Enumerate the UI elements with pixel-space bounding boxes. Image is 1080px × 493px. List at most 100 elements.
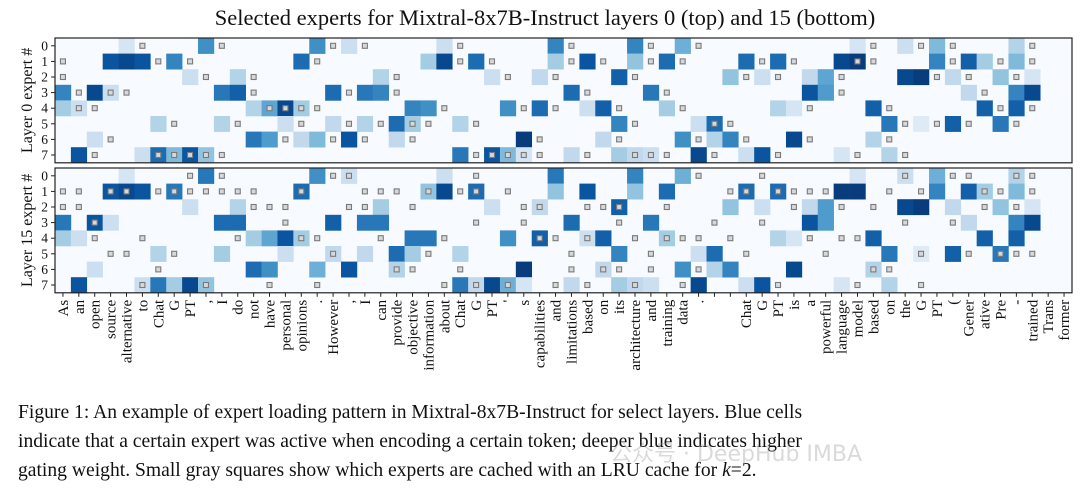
token-label: and bbox=[549, 299, 565, 321]
cache-marker bbox=[949, 58, 956, 65]
token-label: objective bbox=[406, 299, 422, 354]
active-expert-cell bbox=[452, 116, 469, 132]
active-expert-cell bbox=[341, 38, 358, 54]
active-expert-cell bbox=[182, 277, 199, 294]
cache-marker bbox=[473, 219, 480, 226]
active-expert-cell bbox=[134, 183, 151, 200]
active-expert-cell bbox=[420, 53, 437, 70]
active-expert-cell bbox=[261, 261, 278, 278]
token-label: do bbox=[231, 300, 247, 315]
cache-marker bbox=[107, 89, 114, 96]
y-tick-label: 2 bbox=[41, 70, 48, 85]
active-expert-cell bbox=[356, 84, 374, 101]
cache-marker bbox=[59, 188, 67, 195]
active-expert-cell bbox=[261, 131, 278, 148]
cache-marker bbox=[107, 136, 114, 143]
active-expert-cell bbox=[55, 230, 72, 247]
cache-marker bbox=[806, 235, 813, 242]
cache-marker bbox=[298, 120, 305, 127]
cache-marker bbox=[250, 203, 257, 211]
cache-marker bbox=[425, 188, 432, 195]
cache-marker bbox=[266, 203, 273, 211]
cache-marker bbox=[806, 188, 813, 195]
cache-marker bbox=[107, 250, 114, 257]
cache-marker bbox=[298, 105, 305, 112]
cache-marker bbox=[727, 188, 734, 195]
token-label: G bbox=[469, 300, 485, 311]
active-expert-cell bbox=[245, 230, 262, 247]
cache-marker bbox=[234, 188, 241, 195]
active-expert-cell bbox=[849, 168, 866, 184]
cache-marker bbox=[75, 89, 82, 96]
token-label: , bbox=[342, 300, 358, 304]
cache-marker bbox=[902, 151, 909, 159]
active-expert-cell bbox=[118, 53, 135, 70]
active-expert-cell bbox=[960, 214, 977, 231]
active-expert-cell bbox=[1008, 183, 1025, 200]
token-label: based bbox=[866, 299, 882, 334]
cache-marker bbox=[155, 151, 162, 159]
active-expert-cell bbox=[436, 38, 453, 54]
active-expert-cell bbox=[1024, 69, 1041, 86]
active-expert-cell bbox=[897, 69, 914, 86]
cache-marker bbox=[393, 266, 400, 273]
cache-marker bbox=[59, 73, 67, 81]
active-expert-cell bbox=[611, 147, 628, 164]
active-expert-cell bbox=[770, 230, 787, 247]
token-label: PT bbox=[930, 300, 946, 318]
active-expert-cell bbox=[55, 214, 72, 231]
panel-frame bbox=[54, 37, 1073, 164]
cache-marker bbox=[1029, 42, 1036, 49]
active-expert-cell bbox=[944, 199, 962, 216]
cache-marker bbox=[330, 42, 337, 49]
active-expert-cell bbox=[833, 147, 850, 164]
cache-marker bbox=[949, 172, 956, 179]
active-expert-cell bbox=[309, 168, 326, 184]
token-label: on bbox=[596, 299, 612, 315]
token-label: can bbox=[374, 299, 390, 320]
cache-marker bbox=[139, 281, 146, 289]
active-expert-cell bbox=[325, 84, 342, 101]
cache-marker bbox=[917, 188, 925, 195]
active-expert-cell bbox=[770, 100, 787, 117]
cache-marker bbox=[886, 188, 893, 195]
active-expert-cell bbox=[420, 100, 437, 117]
caption-line-3: gating weight. Small gray squares show w… bbox=[18, 456, 1080, 485]
caption-line-2: indicate that a certain expert was activ… bbox=[18, 431, 802, 452]
active-expert-cell bbox=[801, 84, 819, 101]
active-expert-cell bbox=[642, 277, 660, 294]
active-expert-cell bbox=[372, 69, 389, 86]
cache-marker bbox=[759, 219, 766, 226]
token-label: PT bbox=[485, 300, 501, 318]
y-tick-label: 3 bbox=[41, 215, 48, 230]
active-expert-cell bbox=[277, 116, 294, 132]
active-expert-cell bbox=[579, 183, 596, 200]
active-expert-cell bbox=[928, 53, 946, 70]
cache-marker bbox=[695, 172, 702, 179]
active-expert-cell bbox=[976, 230, 993, 247]
active-expert-cell bbox=[531, 69, 548, 86]
active-expert-cell bbox=[722, 69, 739, 86]
active-expert-cell bbox=[849, 183, 866, 200]
cache-marker bbox=[250, 73, 257, 81]
active-expert-cell bbox=[595, 230, 612, 247]
cache-marker bbox=[679, 58, 686, 65]
active-expert-cell bbox=[1024, 199, 1041, 216]
cache-marker bbox=[1029, 188, 1036, 195]
cache-marker bbox=[488, 58, 496, 65]
cache-marker bbox=[123, 89, 130, 96]
cache-marker bbox=[854, 281, 861, 289]
cache-marker bbox=[663, 235, 670, 242]
y-tick-label: 0 bbox=[41, 38, 48, 53]
cache-marker bbox=[250, 188, 257, 195]
cache-marker bbox=[345, 172, 353, 179]
token-label: information bbox=[421, 299, 437, 370]
token-label: alternative bbox=[120, 299, 136, 363]
cache-marker bbox=[774, 188, 782, 195]
cache-marker bbox=[933, 120, 940, 127]
active-expert-cell bbox=[785, 261, 803, 278]
cache-marker bbox=[631, 73, 639, 81]
cache-marker bbox=[218, 172, 225, 179]
cache-marker bbox=[250, 89, 257, 96]
